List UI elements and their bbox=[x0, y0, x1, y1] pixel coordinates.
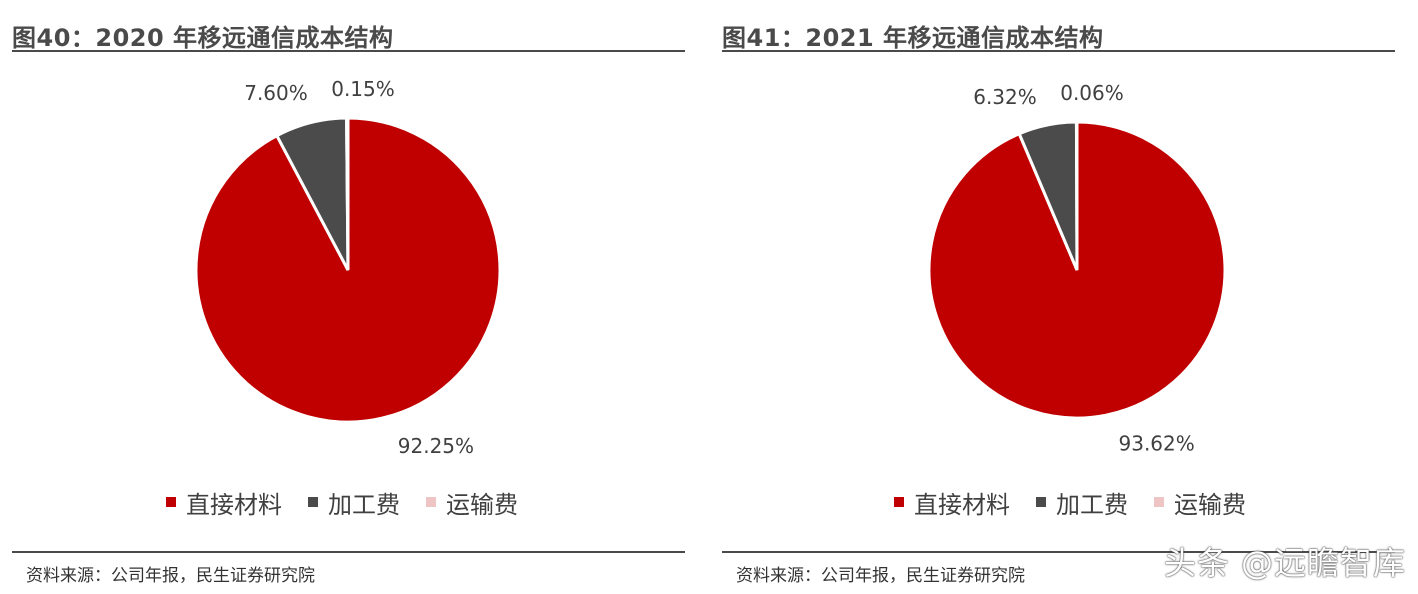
source-note: 资料来源：公司年报，民生证券研究院 bbox=[736, 566, 1025, 586]
legend-swatch bbox=[308, 497, 318, 507]
data-label-processing-fee: 7.60% bbox=[244, 81, 308, 105]
source-note: 资料来源：公司年报，民生证券研究院 bbox=[26, 566, 315, 586]
legend-label: 运输费 bbox=[1174, 490, 1246, 519]
legend-item-shipping-fee: 运输费 bbox=[426, 485, 518, 520]
legend-label: 加工费 bbox=[328, 490, 400, 519]
legend-item-shipping-fee: 运输费 bbox=[1154, 485, 1246, 520]
pie-chart-2020: 92.25% 7.60% 0.15% bbox=[194, 77, 502, 458]
data-label-shipping-fee: 0.15% bbox=[331, 77, 395, 101]
legend-item-processing-fee: 加工费 bbox=[308, 485, 400, 520]
source-divider bbox=[722, 551, 1395, 553]
chart-title: 图41：2021 年移远通信成本结构 bbox=[722, 24, 1104, 52]
chart-panel-2021: 图41：2021 年移远通信成本结构 93.62% 6.32% 0.06% 直接材料… bbox=[722, 0, 1395, 594]
data-label-processing-fee: 6.32% bbox=[973, 85, 1037, 109]
legend-item-processing-fee: 加工费 bbox=[1036, 485, 1128, 520]
chart-legend: 直接材料 加工费 运输费 bbox=[894, 484, 1246, 520]
legend-label: 运输费 bbox=[446, 490, 518, 519]
legend-item-direct-material: 直接材料 bbox=[894, 485, 1010, 520]
legend-label: 直接材料 bbox=[914, 490, 1010, 519]
data-label-direct-material: 93.62% bbox=[1119, 432, 1195, 456]
chart-panel-2020: 图40：2020 年移远通信成本结构 92.25% 7.60% 0.15% 直接材料… bbox=[12, 0, 685, 594]
data-label-direct-material: 92.25% bbox=[398, 434, 474, 458]
pie-chart-2021: 93.62% 6.32% 0.06% bbox=[927, 81, 1227, 456]
legend-swatch bbox=[166, 497, 176, 507]
chart-title: 图40：2020 年移远通信成本结构 bbox=[12, 24, 394, 52]
data-label-shipping-fee: 0.06% bbox=[1060, 81, 1124, 105]
legend-swatch bbox=[426, 497, 436, 507]
legend-label: 加工费 bbox=[1056, 490, 1128, 519]
legend-swatch bbox=[894, 497, 904, 507]
slice-shipping-fee bbox=[345, 116, 350, 271]
watermark: 头条 @远瞻智库 bbox=[1163, 544, 1406, 582]
chart-legend: 直接材料 加工费 运输费 bbox=[166, 484, 518, 520]
legend-label: 直接材料 bbox=[186, 490, 282, 519]
legend-item-direct-material: 直接材料 bbox=[166, 485, 282, 520]
legend-swatch bbox=[1036, 497, 1046, 507]
title-divider bbox=[722, 50, 1395, 52]
slice-shipping-fee bbox=[1074, 120, 1079, 271]
source-divider bbox=[12, 551, 685, 553]
title-divider bbox=[12, 50, 685, 52]
legend-swatch bbox=[1154, 497, 1164, 507]
